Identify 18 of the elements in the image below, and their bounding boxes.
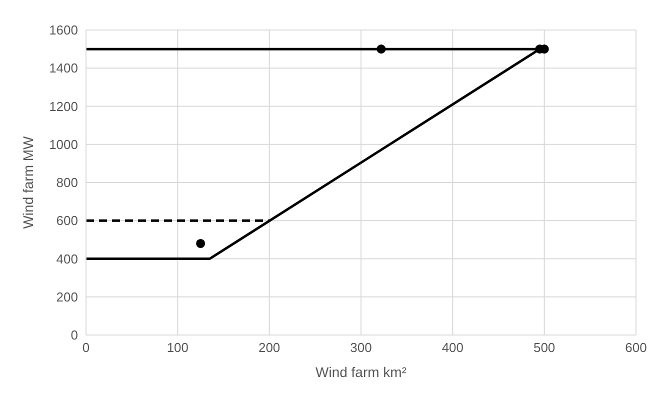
y-tick-label: 400: [56, 251, 78, 266]
y-tick-label: 800: [56, 175, 78, 190]
y-tick-label: 1200: [49, 98, 78, 114]
x-tick-label: 500: [533, 340, 556, 356]
x-tick-label: 200: [258, 340, 280, 356]
y-axis-title: Wind farm MW: [20, 135, 36, 229]
y-tick-label: 600: [56, 213, 78, 228]
y-tick-label: 0: [70, 328, 78, 343]
y-tick-label: 1600: [49, 22, 78, 38]
x-axis-title: Wind farm km²: [316, 364, 407, 380]
x-tick-label: 400: [442, 340, 464, 356]
y-tick-label: 200: [56, 289, 78, 304]
y-tick-label: 1000: [49, 136, 78, 152]
x-tick-label: 0: [82, 340, 90, 356]
x-tick-label: 600: [625, 340, 647, 356]
x-tick-label: 300: [350, 340, 372, 356]
y-tick-label: 1400: [49, 60, 78, 76]
x-tick-label: 100: [166, 340, 189, 356]
